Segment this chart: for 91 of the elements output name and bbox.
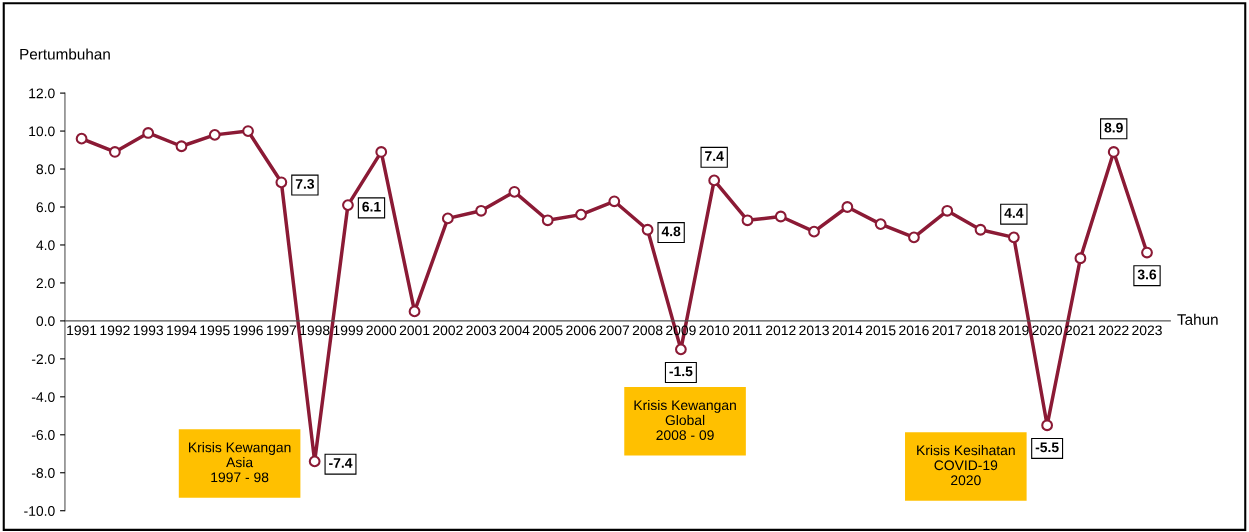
data-label: -7.4 xyxy=(329,458,353,468)
x-tick-label: 2006 xyxy=(566,325,596,336)
x-tick-label: 2008 xyxy=(632,325,663,336)
point xyxy=(108,146,121,158)
point xyxy=(974,223,987,236)
x-tick-label: 2011 xyxy=(733,325,762,336)
x-axis-title: Tahun xyxy=(1177,313,1218,325)
x-tick-label: 2000 xyxy=(366,325,397,336)
x-tick-label: 2020 xyxy=(1032,325,1063,336)
x-tick-label: 1996 xyxy=(233,325,263,336)
x-tick-label: 2004 xyxy=(499,325,530,336)
y-tick-label: 12.0 xyxy=(29,88,55,99)
x-tick-label: 1992 xyxy=(100,325,130,336)
data-label: 4.4 xyxy=(1004,208,1024,218)
x-tick-label: 1998 xyxy=(300,325,330,336)
point xyxy=(1041,419,1054,432)
annotation: Krisis Kewangan Global 2008 - 09 xyxy=(634,399,736,441)
x-tick-label: 2001 xyxy=(399,325,430,336)
y-tick-label: -6.0 xyxy=(31,430,55,440)
x-tick-label: 2022 xyxy=(1098,325,1129,336)
annotation: Krisis Kesihatan COVID-19 2020 xyxy=(917,445,1015,486)
point xyxy=(674,343,687,356)
point xyxy=(408,305,421,318)
data-label: 6.1 xyxy=(362,201,381,212)
point xyxy=(541,214,554,227)
data-label: -5.5 xyxy=(1035,442,1059,453)
y-tick-label: 0.0 xyxy=(36,316,55,327)
x-tick-label: 2003 xyxy=(466,325,496,336)
x-tick-label: 1995 xyxy=(200,325,230,336)
point xyxy=(908,231,920,244)
point xyxy=(1007,231,1020,244)
point xyxy=(874,218,887,230)
point xyxy=(708,174,721,187)
point xyxy=(242,125,254,137)
y-tick-label: 10.0 xyxy=(29,126,55,137)
point xyxy=(808,225,820,238)
point xyxy=(208,128,221,141)
x-tick-label: 1997 xyxy=(266,325,297,336)
point xyxy=(75,132,88,145)
x-tick-label: 1991 xyxy=(67,325,97,336)
point xyxy=(275,176,288,189)
y-tick-label: 2.0 xyxy=(36,278,55,289)
x-tick-label: 2016 xyxy=(899,325,929,336)
x-tick-label: 2017 xyxy=(932,325,962,336)
point xyxy=(841,201,854,213)
y-tick-label: 6.0 xyxy=(36,202,55,213)
y-tick-label: -2.0 xyxy=(31,354,55,365)
x-tick-label: 2002 xyxy=(433,325,463,336)
x-tick-label: 1993 xyxy=(133,325,164,336)
x-tick-label: 2018 xyxy=(965,325,996,336)
data-label: 4.8 xyxy=(661,226,681,237)
y-tick-label: 4.0 xyxy=(36,240,55,251)
data-label: 7.4 xyxy=(705,151,724,161)
y-tick-label: -4.0 xyxy=(31,392,55,402)
point xyxy=(774,210,787,223)
data-label: 7.3 xyxy=(295,178,315,189)
point xyxy=(1107,146,1120,158)
x-tick-label: 2005 xyxy=(532,325,563,336)
annotation: Krisis Kewangan Asia 1997 - 98 xyxy=(189,442,291,483)
x-tick-label: 2012 xyxy=(766,325,796,336)
point xyxy=(575,208,587,221)
x-tick-label: 2007 xyxy=(599,325,630,336)
point xyxy=(608,195,621,208)
data-label: 3.6 xyxy=(1137,269,1157,280)
x-tick-label: 2023 xyxy=(1132,325,1162,336)
point xyxy=(375,146,388,158)
x-tick-label: 2013 xyxy=(799,325,829,336)
y-axis-title: Pertumbuhan xyxy=(20,48,110,60)
point xyxy=(641,223,654,236)
point xyxy=(441,212,454,225)
x-tick-label: 1999 xyxy=(333,325,363,336)
point xyxy=(741,214,754,227)
x-tick-label: 2019 xyxy=(999,325,1029,336)
data-label: 8.9 xyxy=(1104,122,1123,133)
x-tick-label: 2014 xyxy=(832,325,863,336)
point xyxy=(342,199,354,211)
x-tick-label: 2015 xyxy=(865,325,896,336)
point xyxy=(1141,246,1153,259)
point xyxy=(508,185,521,198)
y-tick-label: -10.0 xyxy=(24,506,55,516)
y-tick-label: 8.0 xyxy=(36,164,55,175)
point xyxy=(475,204,488,217)
point xyxy=(142,127,155,139)
point xyxy=(1074,252,1087,265)
data-label: -1.5 xyxy=(669,366,693,377)
point xyxy=(175,140,188,153)
point xyxy=(941,204,954,217)
point xyxy=(308,455,321,468)
y-tick-label: -8.0 xyxy=(31,468,55,478)
x-tick-label: 2010 xyxy=(699,325,730,336)
x-tick-label: 1994 xyxy=(167,325,197,336)
